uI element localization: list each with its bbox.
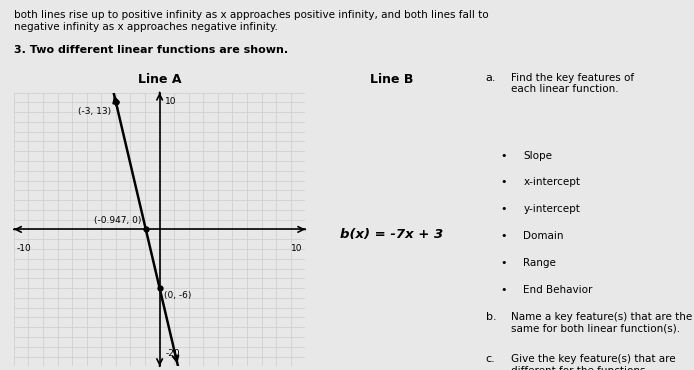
Text: (-0.947, 0): (-0.947, 0) — [94, 215, 142, 225]
Text: -10: -10 — [17, 244, 31, 253]
Text: (0, -6): (0, -6) — [164, 291, 192, 300]
Text: 10: 10 — [291, 244, 303, 253]
Text: -20: -20 — [165, 350, 180, 359]
Text: •: • — [500, 178, 507, 188]
Text: Range: Range — [523, 258, 556, 268]
Text: Line B: Line B — [371, 73, 414, 86]
Text: both lines rise up to positive infinity as x approaches positive infinity, and b: both lines rise up to positive infinity … — [14, 10, 489, 31]
Text: y-intercept: y-intercept — [523, 205, 580, 215]
Text: •: • — [500, 285, 507, 295]
Text: Give the key feature(s) that are different for the functions.: Give the key feature(s) that are differe… — [511, 354, 675, 370]
Text: Line A: Line A — [138, 73, 181, 86]
Text: Slope: Slope — [523, 151, 552, 161]
Text: b.: b. — [486, 312, 496, 322]
Text: a.: a. — [486, 73, 496, 83]
Text: •: • — [500, 232, 507, 242]
Text: 3. Two different linear functions are shown.: 3. Two different linear functions are sh… — [14, 45, 288, 55]
Text: Name a key feature(s) that are the same for both linear function(s).: Name a key feature(s) that are the same … — [511, 312, 692, 334]
Text: c.: c. — [486, 354, 496, 364]
Text: b(x) = -7x + 3: b(x) = -7x + 3 — [341, 228, 443, 241]
Text: (-3, 13): (-3, 13) — [78, 107, 112, 116]
Text: 10: 10 — [165, 97, 177, 107]
Text: Domain: Domain — [523, 232, 564, 242]
Text: Find the key features of
each linear function.: Find the key features of each linear fun… — [511, 73, 634, 94]
Text: •: • — [500, 151, 507, 161]
Text: x-intercept: x-intercept — [523, 178, 580, 188]
Text: •: • — [500, 205, 507, 215]
Text: End Behavior: End Behavior — [523, 285, 593, 295]
Text: •: • — [500, 258, 507, 268]
